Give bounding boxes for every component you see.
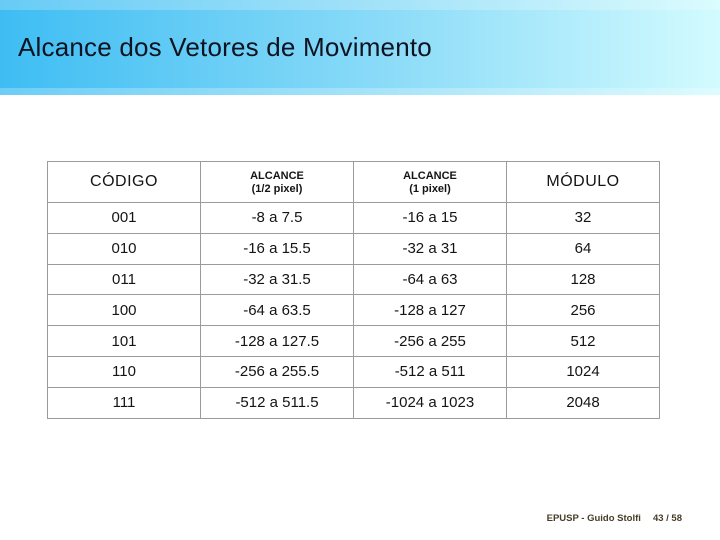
table-cell: -256 a 255.5 [200, 355, 354, 388]
table-cell: 001 [47, 202, 201, 234]
table-cell: -16 a 15.5 [200, 232, 354, 265]
table-cell: 512 [506, 325, 660, 357]
table-cell: 64 [506, 232, 660, 265]
table-body: 001 -8 a 7.5 -16 a 15 32 010 -16 a 15.5 … [47, 202, 660, 419]
col-header-alcance-one-pixel: ALCANCE (1 pixel) [353, 161, 507, 203]
table-header: CÓDIGO ALCANCE (1/2 pixel) ALCANCE (1 pi… [47, 161, 660, 203]
col-header-codigo-label: CÓDIGO [90, 173, 158, 190]
table-cell: 101 [47, 325, 201, 357]
table-cell: -64 a 63.5 [200, 294, 354, 327]
col-header-codigo: CÓDIGO [47, 161, 201, 203]
table-cell: -8 a 7.5 [200, 202, 354, 234]
table-cell: 110 [47, 355, 201, 388]
table-row: 010 -16 a 15.5 -32 a 31 64 [47, 232, 660, 265]
col-header-alcance-one-subtitle: (1 pixel) [409, 182, 451, 195]
col-header-alcance-half-subtitle: (1/2 pixel) [251, 182, 303, 195]
col-header-alcance-half-title: ALCANCE [250, 169, 304, 182]
table-cell: -32 a 31 [353, 232, 507, 265]
table-cell: -512 a 511 [353, 355, 507, 388]
footer-credit: EPUSP - Guido Stolfi [546, 513, 641, 524]
footer: EPUSP - Guido Stolfi 43 / 58 [547, 513, 682, 524]
table-cell: 100 [47, 294, 201, 327]
table-row: 101 -128 a 127.5 -256 a 255 512 [47, 325, 660, 357]
table-cell: 011 [47, 263, 201, 296]
table-cell: -1024 a 1023 [353, 386, 507, 419]
table-cell: -64 a 63 [353, 263, 507, 296]
table-cell: 32 [506, 202, 660, 234]
motion-vector-range-table: CÓDIGO ALCANCE (1/2 pixel) ALCANCE (1 pi… [47, 161, 660, 419]
table-cell: 128 [506, 263, 660, 296]
table-row: 111 -512 a 511.5 -1024 a 1023 2048 [47, 386, 660, 419]
col-header-modulo: MÓDULO [506, 161, 660, 203]
table-row: 011 -32 a 31.5 -64 a 63 128 [47, 263, 660, 296]
table-cell: -128 a 127 [353, 294, 507, 327]
table-row: 100 -64 a 63.5 -128 a 127 256 [47, 294, 660, 327]
table-cell: -16 a 15 [353, 202, 507, 234]
table-row: 001 -8 a 7.5 -16 a 15 32 [47, 202, 660, 234]
table-cell: 256 [506, 294, 660, 327]
table-row: 110 -256 a 255.5 -512 a 511 1024 [47, 355, 660, 388]
col-header-alcance-one-title: ALCANCE [403, 169, 457, 182]
title-band [0, 0, 720, 95]
title-band-bottom-strip [0, 88, 720, 95]
table-cell: -128 a 127.5 [200, 325, 354, 357]
col-header-modulo-label: MÓDULO [546, 173, 620, 190]
table-cell: -256 a 255 [353, 325, 507, 357]
col-header-alcance-half-pixel: ALCANCE (1/2 pixel) [200, 161, 354, 203]
table-cell: 2048 [506, 386, 660, 419]
table-cell: 111 [47, 386, 201, 419]
table-header-row: CÓDIGO ALCANCE (1/2 pixel) ALCANCE (1 pi… [47, 161, 660, 203]
table-cell: 1024 [506, 355, 660, 388]
title-band-top-strip [0, 0, 720, 10]
footer-page-number: 43 / 58 [652, 513, 682, 524]
slide-title: Alcance dos Vetores de Movimento [18, 32, 432, 62]
table-cell: 010 [47, 232, 201, 265]
table-cell: -32 a 31.5 [200, 263, 354, 296]
table-cell: -512 a 511.5 [200, 386, 354, 419]
